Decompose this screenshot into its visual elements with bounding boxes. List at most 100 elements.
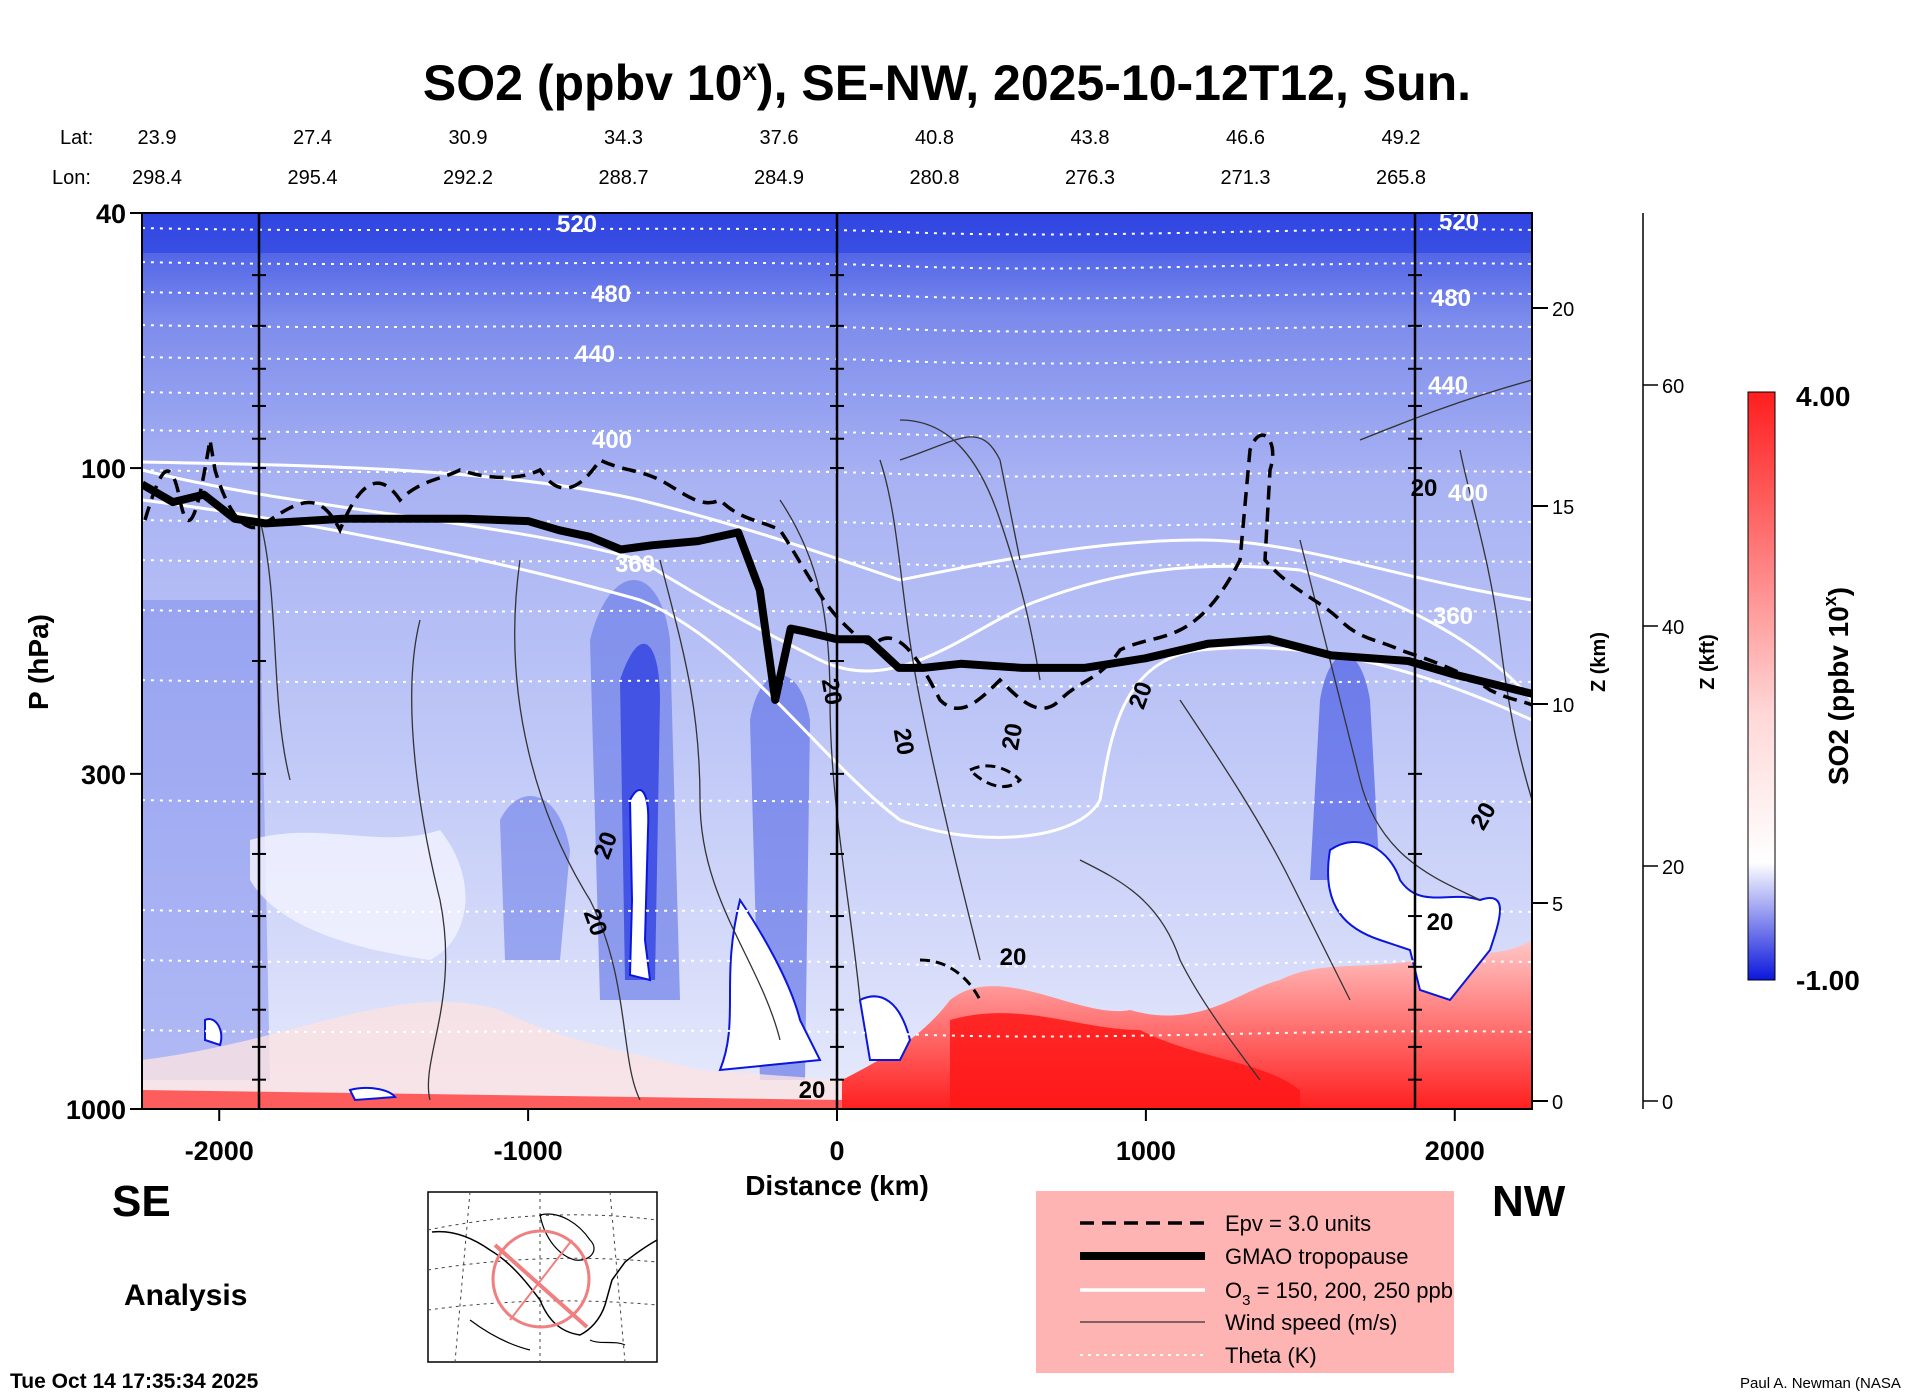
z-km-tick-label: 20 [1552,299,1574,321]
x-tick-label: -2000 [185,1136,254,1166]
theta-label: 400 [592,427,632,454]
theta-label: 440 [575,341,615,368]
z-km-tick-label: 5 [1552,894,1563,916]
theta-line [142,959,1532,968]
lat-lon-row: 23.9 27.4 30.9 34.3 37.6 40.8 43.8 46.6 49.2 298.… [132,127,1426,189]
lat-value: 34.3 [604,127,643,149]
z-kft-tick-label: 0 [1662,1092,1673,1114]
x-tick-label: 2000 [1425,1136,1485,1166]
theta-line [142,679,1532,688]
theta-line [142,429,1532,438]
z-km-tick-label: 15 [1552,497,1574,519]
legend-label: O3 = 150, 200, 250 ppb [1225,1278,1453,1309]
legend: Epv = 3.0 units GMAO tropopause O3 = 150, … [1036,1191,1454,1373]
wind-label: 20 [997,721,1028,752]
gmao-tropopause-line [142,480,1532,704]
theta-label: 360 [1433,603,1473,630]
theta-line [142,356,1532,365]
lon-value: 280.8 [909,167,959,189]
wind-contours [259,379,1532,1101]
wind-label: 20 [799,1077,826,1104]
theta-line [142,799,1532,808]
direction-se: SE [112,1177,171,1226]
theta-label: 360 [615,551,655,578]
z-km-axis: 0 5 10 15 20 [1531,213,1574,1114]
inset-map [427,1191,658,1363]
lon-value: 276.3 [1065,167,1115,189]
theta-label: 440 [1428,372,1468,399]
y-axis: 40 100 300 1000 [66,199,142,1125]
lon-value: 271.3 [1220,167,1270,189]
lon-value: 265.8 [1376,167,1426,189]
wind-label: 20 [816,676,847,707]
lat-value: 37.6 [760,127,799,149]
lat-value: 27.4 [293,127,332,149]
colorbar-max-label: 4.00 [1796,381,1851,412]
direction-nw: NW [1492,1177,1566,1226]
theta-line [142,1029,1532,1038]
ozone-contour-150 [142,460,1532,602]
theta-label: 520 [557,211,597,238]
analysis-label: Analysis [124,1279,247,1312]
colorbar-title: SO2 (ppbv 10x) [1820,587,1854,785]
theta-label: 480 [591,281,631,308]
lat-value: 40.8 [915,127,954,149]
lon-label: Lon: [52,167,91,189]
y-tick-label: 300 [81,760,126,790]
reference-line-ticks [252,274,1422,1081]
epv-contour [143,433,1532,711]
ozone-contour-250 [142,498,1532,839]
theta-line [142,261,1532,270]
lat-value: 30.9 [449,127,488,149]
theta-line [142,909,1532,918]
theta-line [142,609,1532,618]
lon-value: 295.4 [287,167,337,189]
legend-label: Theta (K) [1225,1343,1317,1368]
z-kft-axis: 0 20 40 60 [1642,213,1684,1114]
ozone-contour-200 [142,468,1532,701]
z-km-tick-label: 10 [1552,695,1574,717]
lat-value: 43.8 [1071,127,1110,149]
x-tick-label: -1000 [494,1136,563,1166]
lat-value: 46.6 [1226,127,1265,149]
theta-line [142,324,1532,333]
lat-value: 49.2 [1382,127,1421,149]
wind-label: 20 [888,726,919,757]
theta-label: 520 [1439,208,1479,235]
lon-value: 284.9 [754,167,804,189]
z-kft-tick-label: 60 [1662,376,1684,398]
z-km-tick-label: 0 [1552,1092,1563,1114]
timestamp: Tue Oct 14 17:35:34 2025 [10,1370,259,1393]
lon-value: 288.7 [598,167,648,189]
y-tick-label: 40 [96,199,126,229]
z-kft-tick-label: 20 [1662,857,1684,879]
legend-label: Epv = 3.0 units [1225,1211,1371,1236]
colorbar-min-label: -1.00 [1796,965,1860,996]
theta-line [142,519,1532,528]
y-axis-title: P (hPa) [23,614,54,710]
credit: Paul A. Newman (NASA [1740,1375,1901,1392]
x-axis: -2000 -1000 0 1000 2000 [185,1109,1485,1166]
wind-label: 20 [1427,909,1454,936]
colorbar [1747,391,1776,981]
theta-line [142,391,1532,400]
theta-label: 400 [1448,480,1488,507]
theta-label: 480 [1431,285,1471,312]
lon-value: 298.4 [132,167,182,189]
lat-label: Lat: [60,127,93,149]
lon-value: 292.2 [443,167,493,189]
y-tick-label: 1000 [66,1095,126,1125]
x-tick-label: 0 [829,1136,844,1166]
chart-title: SO2 (ppbv 10x), SE-NW, 2025-10-12T12, Su… [423,55,1471,111]
lat-value: 23.9 [138,127,177,149]
legend-label: Wind speed (m/s) [1225,1310,1397,1335]
legend-label: GMAO tropopause [1225,1244,1408,1269]
x-axis-title: Distance (km) [745,1170,929,1201]
theta-line [142,227,1532,236]
contour-labels: 360 400 440 480 520 400 440 480 520 360 20 20 20 20 20… [557,208,1502,1104]
z-kft-tick-label: 40 [1662,617,1684,639]
wind-label: 20 [1000,944,1027,971]
z-km-axis-title: Z (km) [1588,632,1610,692]
y-tick-label: 100 [81,454,126,484]
theta-line [142,469,1532,478]
